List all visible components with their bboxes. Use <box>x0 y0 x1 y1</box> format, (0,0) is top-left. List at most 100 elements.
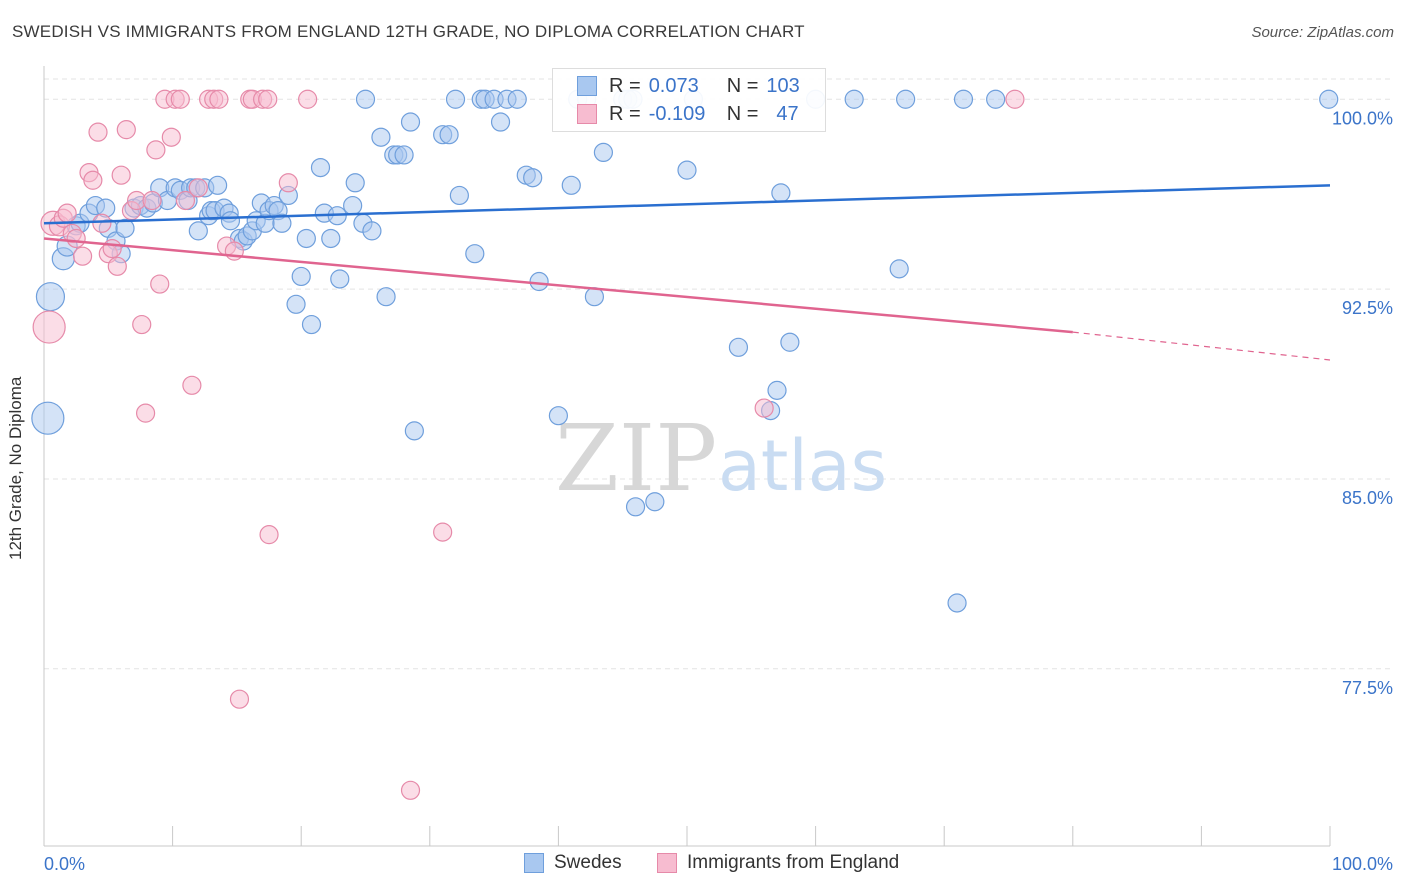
england-point <box>135 403 156 423</box>
chart-title: SWEDISH VS IMMIGRANTS FROM ENGLAND 12TH … <box>12 22 805 41</box>
england-point <box>72 246 93 266</box>
swedes-point <box>188 221 208 241</box>
r-label: R = <box>609 102 641 125</box>
england-point <box>146 140 166 160</box>
swedes-point <box>321 228 341 249</box>
swedes-point <box>780 332 800 352</box>
swedes-point <box>593 142 614 163</box>
swedes-point <box>844 89 864 109</box>
swedes-point <box>986 89 1006 109</box>
swedes-point <box>490 112 511 132</box>
england-point <box>102 239 122 259</box>
x-tick-label: 0.0% <box>44 854 85 874</box>
watermark-zip: ZIP <box>555 405 717 512</box>
england-point <box>132 314 152 335</box>
swedes-point <box>523 168 543 188</box>
source-label: Source: ZipAtlas.com <box>1251 24 1394 41</box>
swedes-r-value: 0.073 <box>648 74 699 97</box>
swedes-point <box>645 492 665 512</box>
england-point <box>188 178 208 198</box>
legend-row-england: R = -0.109 N = 47 <box>577 101 799 127</box>
swedes-point <box>548 406 569 426</box>
legend-item-england[interactable]: Immigrants from England <box>657 852 899 874</box>
y-tick-label: 100.0% <box>1332 108 1393 128</box>
swedes-point <box>889 259 909 279</box>
england-point <box>182 375 202 395</box>
swedes-point <box>301 314 322 335</box>
swedes-point <box>286 294 306 314</box>
swedes-point <box>291 266 311 287</box>
swedes-swatch <box>577 76 597 96</box>
england-point <box>298 89 318 109</box>
england-trend-line <box>43 237 1073 334</box>
swedes-point <box>439 125 459 145</box>
england-point <box>32 310 66 344</box>
england-point <box>175 190 196 211</box>
swedes-point <box>625 497 646 517</box>
swedes-point <box>362 221 382 241</box>
grid-layer <box>44 78 1390 670</box>
england-point <box>83 170 103 190</box>
england-point <box>57 203 77 223</box>
england-point <box>754 398 774 418</box>
england-n-value: 47 <box>776 102 799 125</box>
swedes-point <box>371 127 391 147</box>
england-point <box>111 165 131 185</box>
legend-row-swedes: R = 0.073 N = 103 <box>577 73 800 99</box>
legend-item-swedes[interactable]: Swedes <box>524 852 622 874</box>
england-point <box>259 525 279 545</box>
swedes-point <box>31 401 65 435</box>
swedes-point <box>355 89 376 109</box>
england-swatch <box>577 104 597 124</box>
swedes-point <box>529 271 549 292</box>
swedes-point <box>345 173 365 193</box>
england-point <box>1005 89 1025 109</box>
swedes-point <box>896 89 916 109</box>
watermark-atlas: atlas <box>718 425 887 507</box>
england-point <box>116 120 136 140</box>
swedes-point <box>343 195 363 216</box>
england-point <box>66 228 86 249</box>
swedes-point <box>310 157 331 178</box>
n-label: N = <box>726 102 759 125</box>
swedes-legend-swatch <box>524 853 544 873</box>
swedes-point <box>677 160 697 180</box>
swedes-point <box>296 228 316 249</box>
england-point <box>142 190 162 211</box>
trend-layer <box>43 184 1331 361</box>
swedes-point <box>115 218 135 238</box>
swedes-legend-label: Swedes <box>554 852 622 873</box>
y-tick-label: 85.0% <box>1342 488 1393 508</box>
swedes-point <box>771 183 791 203</box>
swedes-point <box>208 175 228 195</box>
england-point <box>88 122 108 142</box>
y-tick-label: 92.5% <box>1342 298 1393 318</box>
swedes-point <box>767 380 787 400</box>
england-legend-label: Immigrants from England <box>687 852 900 873</box>
swedes-point <box>465 244 485 264</box>
swedes-n-value: 103 <box>766 74 800 97</box>
swedes-point <box>35 282 66 312</box>
england-point <box>258 89 278 109</box>
swedes-point <box>507 89 527 109</box>
watermark: ZIP atlas <box>555 405 887 512</box>
england-point <box>209 89 229 109</box>
swedes-point <box>394 145 414 165</box>
england-point <box>92 213 112 233</box>
swedes-point <box>220 211 241 231</box>
england-point <box>433 522 453 542</box>
england-point <box>229 689 250 709</box>
england-trend-extension <box>1072 331 1331 361</box>
axis-layer: 77.5% 85.0% 92.5% 100.0% 0.0% 100.0% <box>43 66 1393 874</box>
swedes-point <box>561 175 581 195</box>
swedes-trend-line <box>43 184 1331 225</box>
r-label: R = <box>609 74 641 97</box>
swedes-point <box>449 185 469 206</box>
england-point <box>170 89 190 109</box>
swedes-point <box>1319 89 1339 109</box>
swedes-point <box>400 112 421 132</box>
england-point <box>278 173 298 193</box>
swedes-point <box>330 269 350 289</box>
swedes-point <box>947 593 967 613</box>
